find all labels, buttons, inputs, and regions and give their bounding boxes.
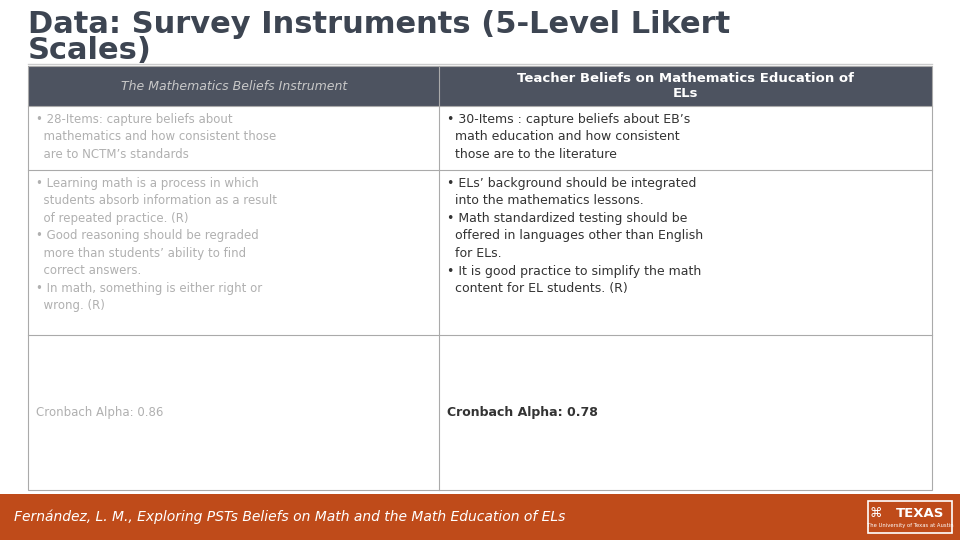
Bar bbox=[28, 335, 932, 490]
Bar bbox=[0, 494, 960, 540]
Text: • 30-Items : capture beliefs about EB’s
  math education and how consistent
  th: • 30-Items : capture beliefs about EB’s … bbox=[447, 113, 690, 161]
Text: The University of Texas at Austin: The University of Texas at Austin bbox=[867, 523, 953, 529]
Text: • ELs’ background should be integrated
  into the mathematics lessons.
• Math st: • ELs’ background should be integrated i… bbox=[447, 177, 704, 295]
Bar bbox=[28, 170, 932, 335]
Text: Cronbach Alpha: 0.86: Cronbach Alpha: 0.86 bbox=[36, 406, 163, 419]
Text: • 28-Items: capture beliefs about
  mathematics and how consistent those
  are t: • 28-Items: capture beliefs about mathem… bbox=[36, 113, 276, 161]
Text: Scales): Scales) bbox=[28, 36, 152, 65]
Text: Data: Survey Instruments (5-Level Likert: Data: Survey Instruments (5-Level Likert bbox=[28, 10, 731, 39]
Text: Cronbach Alpha: 0.78: Cronbach Alpha: 0.78 bbox=[447, 406, 598, 419]
Bar bbox=[28, 66, 932, 490]
Text: ⌘: ⌘ bbox=[870, 507, 882, 521]
Bar bbox=[28, 66, 932, 106]
Text: TEXAS: TEXAS bbox=[896, 507, 945, 519]
Text: The Mathematics Beliefs Instrument: The Mathematics Beliefs Instrument bbox=[121, 79, 347, 92]
Text: Fernández, L. M., Exploring PSTs Beliefs on Math and the Math Education of ELs: Fernández, L. M., Exploring PSTs Beliefs… bbox=[14, 510, 565, 524]
Text: • Learning math is a process in which
  students absorb information as a result
: • Learning math is a process in which st… bbox=[36, 177, 277, 313]
Bar bbox=[868, 501, 952, 533]
Bar bbox=[28, 106, 932, 170]
Text: Teacher Beliefs on Mathematics Education of
ELs: Teacher Beliefs on Mathematics Education… bbox=[517, 72, 854, 100]
